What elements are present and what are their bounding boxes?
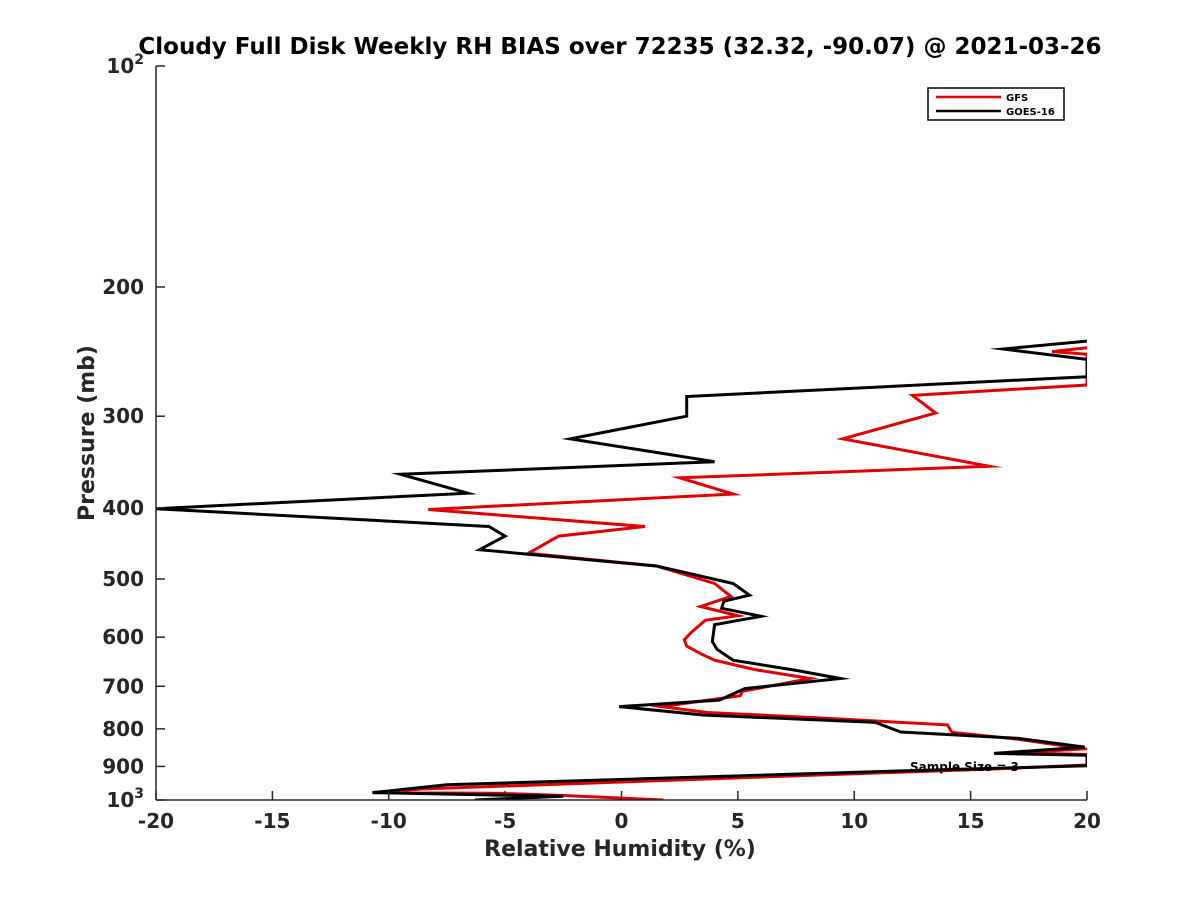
y-tick-label: 103 xyxy=(106,786,144,812)
legend: GFS GOES-16 xyxy=(927,87,1065,121)
x-tick-label: 5 xyxy=(731,809,745,833)
x-tick-label: 20 xyxy=(1073,809,1101,833)
y-tick-label: 400 xyxy=(102,496,144,520)
y-tick-label: 102 xyxy=(106,52,144,78)
x-tick-label: 10 xyxy=(840,809,868,833)
legend-label-goes16: GOES-16 xyxy=(1006,107,1055,118)
legend-box xyxy=(927,87,1065,121)
x-tick-label: 15 xyxy=(957,809,985,833)
y-tick-label: 600 xyxy=(102,625,144,649)
y-axis-ticks: 102 200 300 400 500 600 700 800 900 103 xyxy=(102,52,165,812)
x-tick-label: -5 xyxy=(494,809,516,833)
chart-title: Cloudy Full Disk Weekly RH BIAS over 722… xyxy=(138,34,1101,60)
y-axis-label: Pressure (mb) xyxy=(75,345,100,521)
x-tick-label: -10 xyxy=(371,809,407,833)
x-axis-label: Relative Humidity (%) xyxy=(484,837,756,862)
x-tick-label: -20 xyxy=(138,809,174,833)
y-tick-label: 500 xyxy=(102,567,144,591)
y-tick-label: 300 xyxy=(102,404,144,428)
series-layer xyxy=(156,339,1087,800)
legend-label-gfs: GFS xyxy=(1006,93,1028,104)
x-axis-ticks: -20 -15 -10 -5 0 5 10 15 20 xyxy=(138,791,1101,833)
y-tick-label: 200 xyxy=(102,275,144,299)
series-line-goes16 xyxy=(156,339,1087,800)
x-tick-label: 0 xyxy=(615,809,629,833)
x-tick-label: -15 xyxy=(254,809,290,833)
y-tick-label: 900 xyxy=(102,754,144,778)
y-tick-label: 700 xyxy=(102,674,144,698)
sample-size-annotation: Sample Size = 3 xyxy=(910,760,1019,774)
y-tick-label: 800 xyxy=(102,717,144,741)
